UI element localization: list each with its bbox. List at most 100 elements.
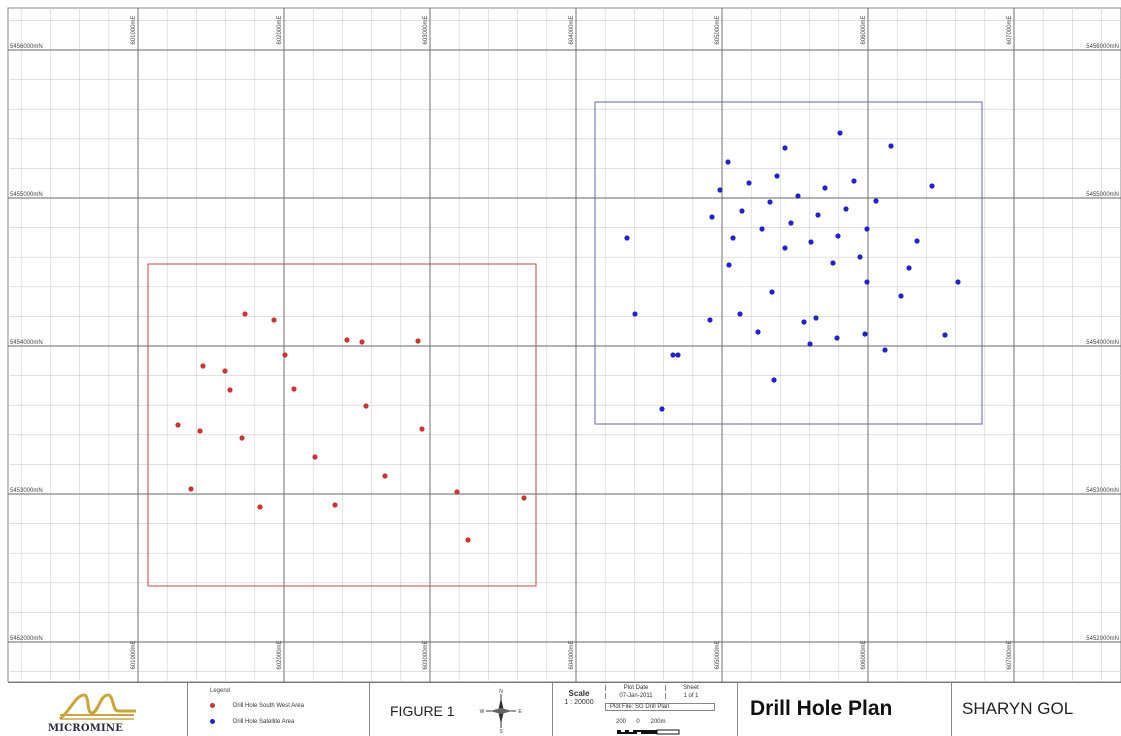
easting-label: 603000mE bbox=[423, 640, 429, 669]
drill-hole-satellite bbox=[737, 311, 743, 317]
logo-cell: MICROMINE bbox=[8, 683, 188, 736]
drill-hole-south-west bbox=[312, 454, 318, 460]
drill-hole-satellite bbox=[822, 185, 828, 191]
scalebar-label-left: 200 bbox=[615, 719, 626, 725]
easting-label: 607000mE bbox=[1007, 15, 1013, 44]
easting-label: 605000mE bbox=[715, 640, 721, 669]
drill-hole-satellite bbox=[914, 238, 920, 244]
drill-hole-south-west bbox=[200, 363, 206, 369]
legend-item-south-west: Drill Hole South West Area bbox=[210, 703, 304, 709]
drill-hole-satellite bbox=[929, 183, 935, 189]
drill-hole-south-west bbox=[242, 311, 248, 317]
drill-hole-south-west bbox=[291, 386, 297, 392]
legend-title: Legend bbox=[210, 688, 231, 694]
drill-hole-satellite bbox=[788, 220, 794, 226]
legend-label: Drill Hole Satellite Area bbox=[233, 719, 295, 726]
drill-hole-satellite bbox=[837, 130, 843, 136]
drill-hole-satellite bbox=[774, 173, 780, 179]
drill-hole-south-west bbox=[363, 403, 369, 409]
svg-text:S: S bbox=[499, 729, 503, 734]
map-frame bbox=[7, 7, 1121, 682]
drill-hole-satellite bbox=[675, 352, 681, 358]
legend-item-satellite: Drill Hole Satellite Area bbox=[210, 719, 294, 725]
svg-text:N: N bbox=[499, 689, 503, 695]
drill-hole-satellite bbox=[862, 331, 868, 337]
drill-hole-satellite bbox=[835, 233, 841, 239]
company-cell: SHARYN GOL bbox=[952, 683, 1121, 736]
svg-text:E: E bbox=[518, 709, 522, 715]
drill-hole-south-west bbox=[382, 473, 388, 479]
easting-label: 602000mE bbox=[277, 640, 283, 669]
drill-hole-south-west bbox=[257, 504, 263, 510]
plot-date-label: Plot Date bbox=[605, 685, 666, 691]
drill-hole-south-west bbox=[415, 338, 421, 344]
scalebar-icon bbox=[617, 729, 680, 735]
northing-label: 5454000mN bbox=[10, 340, 43, 346]
drill-holes bbox=[175, 130, 961, 543]
micromine-logo-icon bbox=[59, 693, 136, 721]
drill-hole-satellite bbox=[864, 226, 870, 232]
drill-hole-satellite bbox=[857, 254, 863, 260]
easting-label: 603000mE bbox=[423, 15, 429, 44]
blue-dot-icon bbox=[210, 719, 215, 724]
drill-hole-satellite bbox=[851, 178, 857, 184]
drill-hole-satellite bbox=[830, 260, 836, 266]
drill-hole-south-west bbox=[188, 486, 194, 492]
drill-hole-satellite bbox=[813, 315, 819, 321]
plot-file: Plot File: SG Drill Plan bbox=[605, 703, 715, 711]
drill-hole-satellite bbox=[755, 329, 761, 335]
drill-hole-south-west bbox=[222, 368, 228, 374]
drill-hole-south-west bbox=[454, 489, 460, 495]
easting-label: 606000mE bbox=[861, 640, 867, 669]
easting-label: 606000mE bbox=[861, 15, 867, 44]
northing-label: 5453000mN bbox=[1086, 488, 1119, 494]
plot-date-value: 07-Jan-2011 bbox=[605, 693, 666, 699]
drill-hole-satellite bbox=[707, 317, 713, 323]
company-name: SHARYN GOL bbox=[962, 699, 1074, 718]
satellite-area-boundary bbox=[594, 101, 983, 425]
easting-label: 601000mE bbox=[131, 640, 137, 669]
drill-hole-south-west bbox=[465, 537, 471, 543]
scalebar-label-right: 200m bbox=[650, 719, 666, 725]
drill-hole-satellite bbox=[942, 332, 948, 338]
drill-hole-satellite bbox=[624, 235, 630, 241]
drill-hole-south-west bbox=[344, 337, 350, 343]
drill-hole-satellite bbox=[659, 406, 665, 412]
drill-hole-satellite bbox=[888, 143, 894, 149]
red-dot-icon bbox=[210, 703, 215, 708]
drill-hole-satellite bbox=[782, 245, 788, 251]
drill-hole-satellite bbox=[843, 206, 849, 212]
drill-hole-south-west bbox=[197, 428, 203, 434]
drill-hole-satellite bbox=[808, 239, 814, 245]
sheet-label: Sheet bbox=[665, 685, 716, 691]
scale-label: Scale bbox=[568, 689, 590, 698]
drill-hole-satellite bbox=[771, 377, 777, 383]
easting-label: 604000mE bbox=[569, 640, 575, 669]
northing-label: 5452000mN bbox=[1086, 636, 1119, 642]
drill-hole-satellite bbox=[632, 311, 638, 317]
northing-label: 5454000mN bbox=[1086, 340, 1119, 346]
drill-hole-satellite bbox=[873, 198, 879, 204]
drill-hole-satellite bbox=[709, 214, 715, 220]
drill-hole-satellite bbox=[767, 199, 773, 205]
northing-label: 5456000mN bbox=[10, 44, 43, 50]
legend-label: Drill Hole South West Area bbox=[233, 703, 304, 710]
scale-value: 1 : 20000 bbox=[564, 699, 594, 706]
drill-hole-satellite bbox=[730, 235, 736, 241]
drill-hole-satellite bbox=[882, 347, 888, 353]
drill-hole-satellite bbox=[670, 352, 676, 358]
drill-hole-south-west bbox=[419, 426, 425, 432]
easting-label: 602000mE bbox=[277, 15, 283, 44]
south-west-area-boundary bbox=[147, 263, 537, 587]
drill-hole-satellite bbox=[726, 262, 732, 268]
title-block: MICROMINE Legend Drill Hole South West A… bbox=[8, 682, 1121, 736]
drill-hole-satellite bbox=[782, 145, 788, 151]
figure-label: FIGURE 1 bbox=[390, 703, 455, 719]
logo-text: MICROMINE bbox=[48, 723, 124, 734]
drill-plan-map[interactable]: 601000mE 601000mE 602000mE 602000mE 603000mE… bbox=[0, 0, 1121, 682]
drill-hole-satellite bbox=[746, 180, 752, 186]
drill-hole-satellite bbox=[795, 193, 801, 199]
scale-cell: Scale 1 : 20000 Plot Date 07-Jan-2011 Sh… bbox=[553, 683, 738, 736]
northing-label: 5455000mN bbox=[1086, 192, 1119, 198]
drill-hole-satellite bbox=[725, 159, 731, 165]
